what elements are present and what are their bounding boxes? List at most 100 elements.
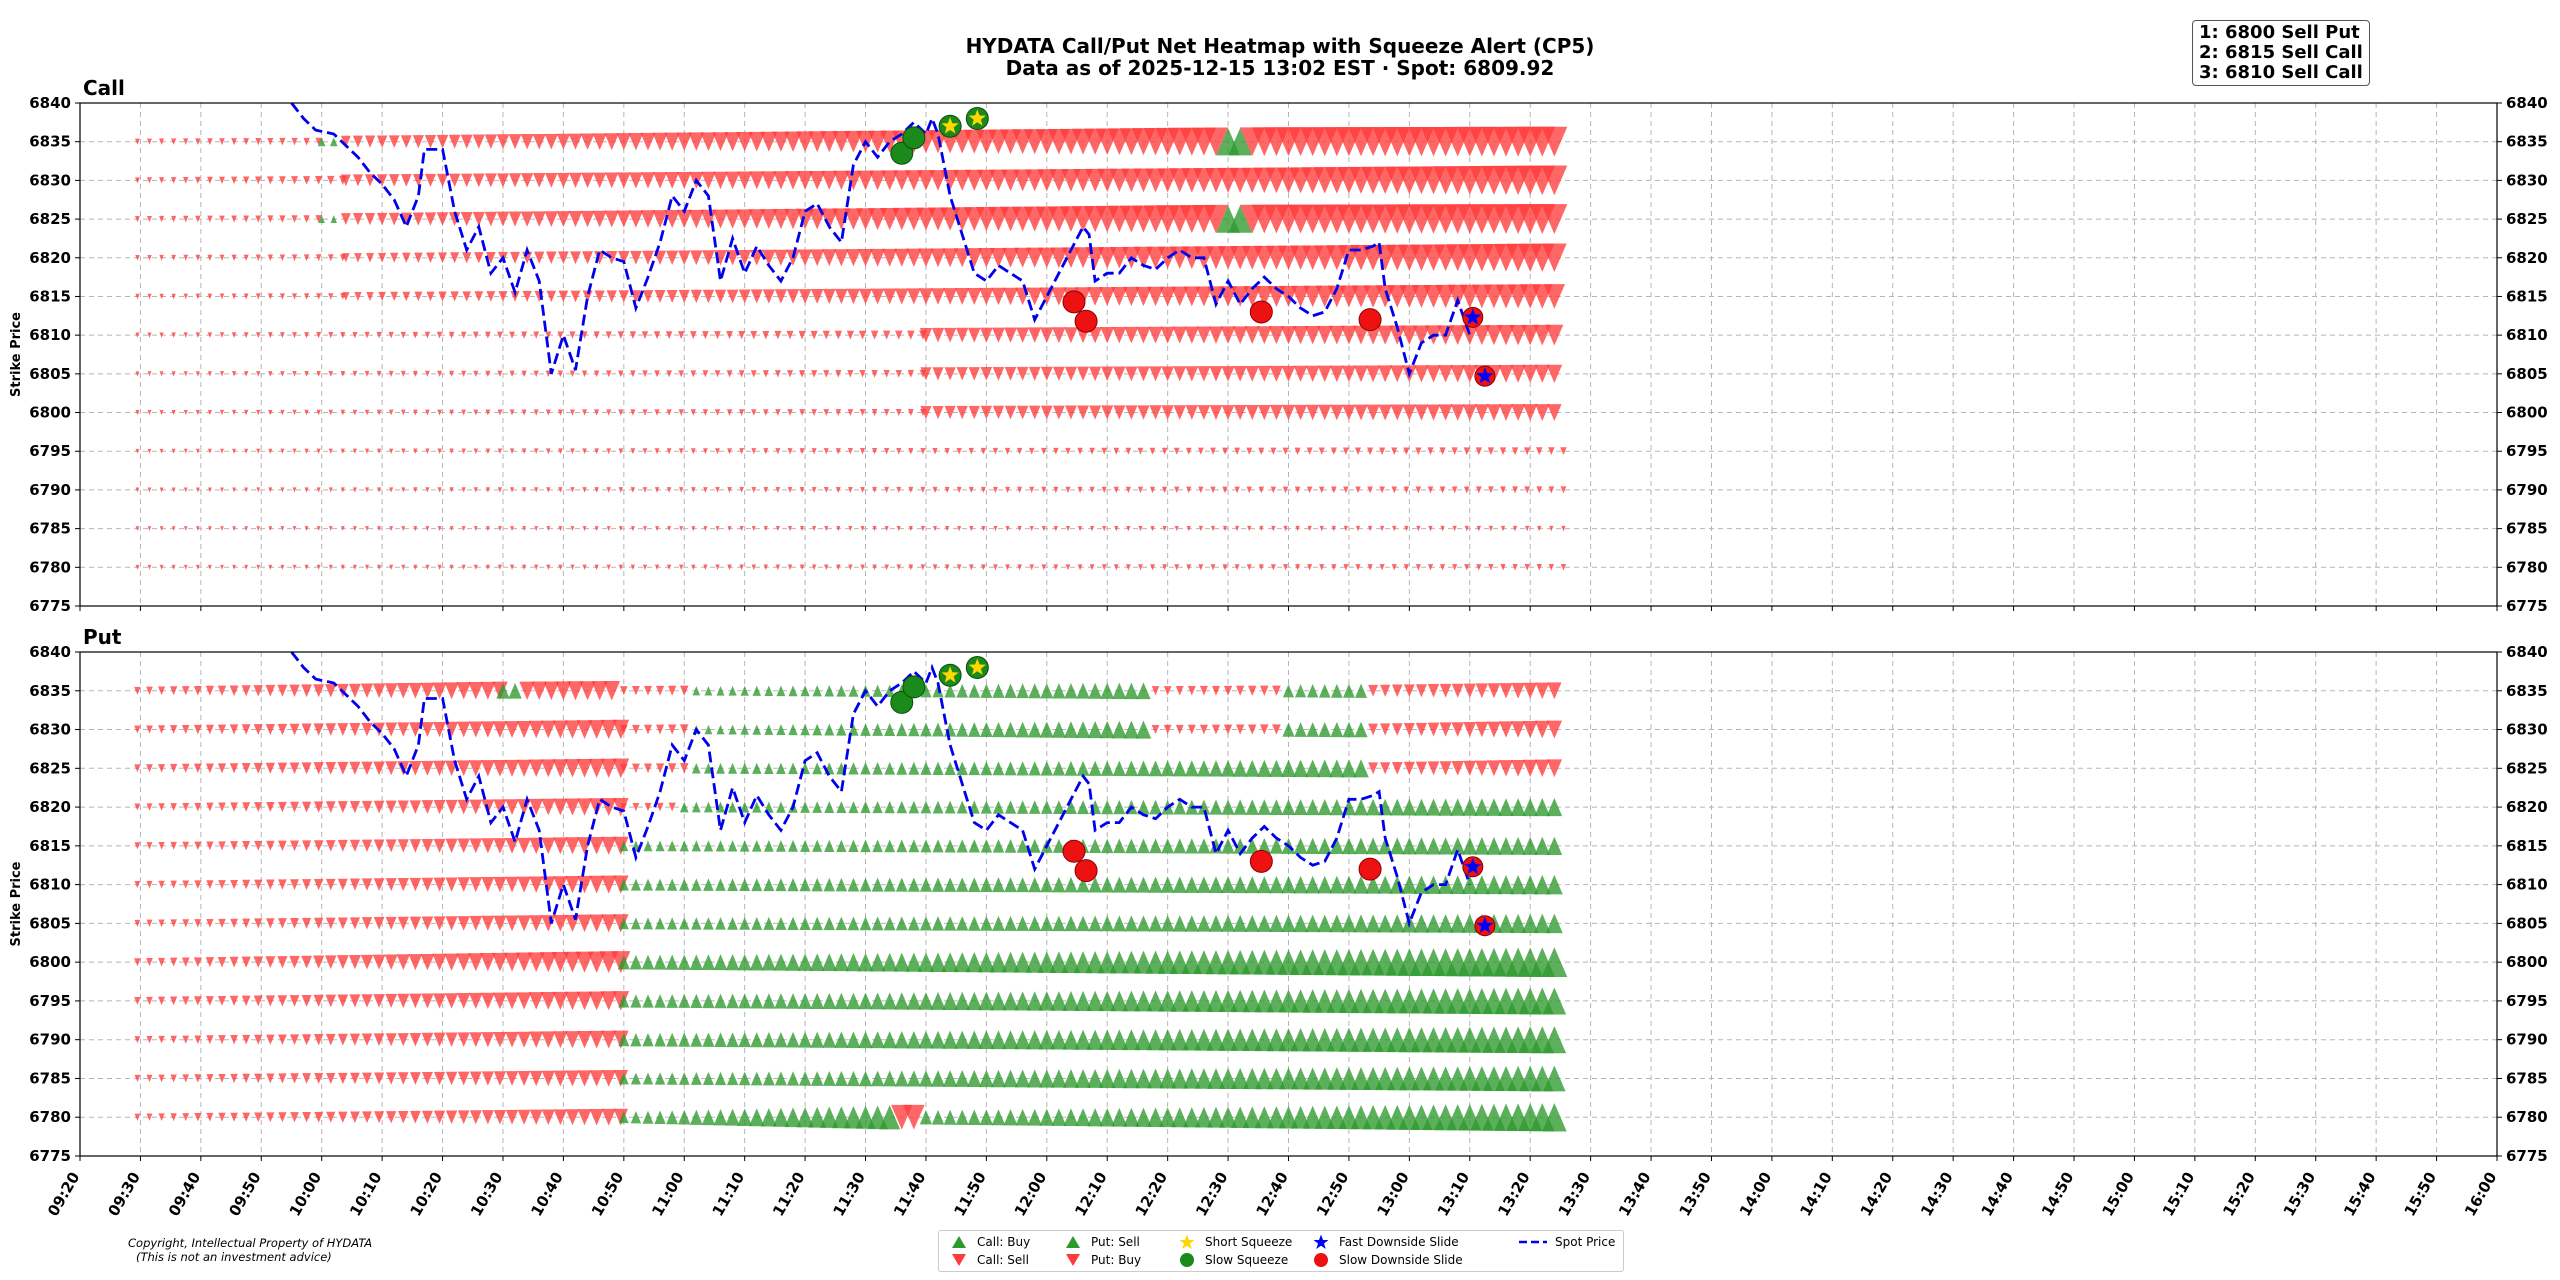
sell-triangle [811, 409, 817, 416]
sell-triangle [528, 992, 544, 1010]
buy-triangle [1087, 720, 1103, 739]
sell-triangle [1173, 447, 1180, 455]
buy-triangle [1461, 913, 1478, 933]
sell-triangle [256, 526, 261, 532]
sell-triangle [1426, 365, 1441, 383]
buy-triangle [775, 839, 786, 852]
sell-triangle [589, 1109, 604, 1126]
sell-triangle [739, 487, 744, 493]
sell-triangle [421, 722, 434, 737]
buy-triangle [630, 1111, 642, 1124]
sell-triangle [748, 209, 766, 229]
sell-triangle [194, 880, 202, 889]
sell-triangle [462, 252, 472, 264]
x-tick-label: 11:00 [648, 1169, 687, 1219]
buy-triangle [1329, 875, 1345, 894]
sell-triangle [171, 409, 176, 416]
sell-triangle [229, 685, 239, 697]
buy-triangle [968, 683, 981, 698]
buy-triangle [740, 801, 750, 813]
sell-triangle [1087, 287, 1104, 306]
sell-triangle [1403, 486, 1410, 494]
buy-triangle [848, 801, 859, 814]
sell-triangle [217, 724, 227, 735]
sell-triangle [433, 721, 446, 738]
sell-triangle [352, 135, 364, 148]
sell-triangle [1427, 486, 1434, 494]
y-tick-label-right: 6815 [2506, 837, 2548, 855]
sell-triangle [1561, 525, 1566, 532]
sell-triangle [847, 448, 853, 455]
buy-triangle [1317, 759, 1333, 778]
sell-triangle [1487, 721, 1501, 738]
buy-triangle [823, 916, 835, 931]
sell-triangle [194, 1113, 202, 1122]
sell-triangle [508, 173, 522, 188]
sell-triangle [956, 486, 962, 493]
buy-triangle [822, 1071, 836, 1086]
sell-triangle [413, 409, 418, 416]
sell-triangle [1318, 447, 1325, 455]
sell-triangle [555, 681, 572, 701]
sell-triangle [601, 1108, 616, 1126]
buy-triangle [1002, 991, 1019, 1011]
sell-triangle [340, 409, 346, 416]
buy-triangle [1086, 1029, 1104, 1050]
buy-triangle [1183, 1107, 1201, 1128]
buy-triangle [881, 952, 898, 972]
sell-triangle [183, 448, 188, 454]
buy-triangle [641, 954, 655, 970]
sell-triangle [543, 681, 560, 701]
sell-triangle [170, 763, 178, 773]
sell-triangle [424, 173, 436, 187]
sell-triangle [1475, 721, 1489, 738]
buy-triangle [1061, 951, 1081, 974]
sell-triangle [569, 409, 575, 416]
buy-triangle [908, 839, 920, 853]
sell-triangle [1246, 564, 1252, 571]
buy-triangle [654, 878, 666, 891]
buy-triangle [906, 1070, 921, 1087]
sell-triangle [194, 1074, 202, 1083]
buy-triangle [1449, 914, 1466, 933]
buy-triangle [1028, 838, 1041, 853]
sell-triangle [761, 171, 777, 190]
sell-triangle [1475, 683, 1489, 699]
sell-triangle [630, 487, 636, 493]
sell-triangle [1171, 286, 1189, 307]
buy-triangle [703, 840, 714, 852]
top-strike-1: 1: 6800 Sell Put [2199, 22, 2360, 43]
sell-triangle [811, 370, 818, 378]
buy-triangle [930, 1030, 946, 1049]
sell-triangle [460, 173, 473, 188]
buy-triangle [812, 839, 823, 852]
buy-triangle [1342, 683, 1355, 698]
sell-triangle [183, 215, 189, 223]
sell-triangle [1101, 405, 1114, 420]
sell-triangle [620, 724, 628, 735]
buy-triangle [1051, 721, 1066, 738]
y-tick-label-left: 6840 [29, 643, 71, 661]
sell-triangle [920, 526, 925, 532]
sell-triangle [655, 763, 665, 774]
sell-triangle [678, 487, 684, 493]
sell-triangle [313, 917, 324, 930]
sell-triangle [1210, 525, 1216, 532]
sell-triangle [242, 879, 251, 890]
sell-triangle [457, 838, 470, 854]
sell-triangle [193, 763, 202, 773]
sell-triangle [376, 331, 382, 339]
buy-triangle [1542, 987, 1567, 1015]
sell-triangle [944, 564, 950, 571]
buy-triangle [1425, 914, 1442, 933]
sell-triangle [1245, 365, 1259, 382]
buy-triangle [1076, 682, 1090, 699]
sell-triangle [799, 409, 805, 416]
sell-triangle [1065, 405, 1077, 420]
buy-triangle [1377, 875, 1393, 894]
buy-triangle [1039, 1069, 1055, 1088]
sell-triangle [979, 287, 994, 306]
sell-triangle [1270, 486, 1277, 494]
buy-triangle [895, 916, 908, 931]
buy-triangle [1052, 915, 1066, 932]
